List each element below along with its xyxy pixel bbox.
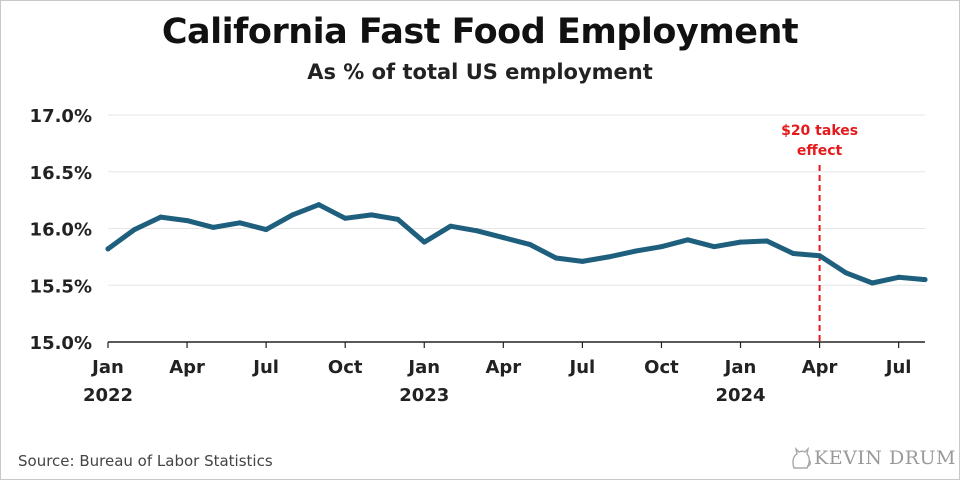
x-tick-label: Oct [328, 357, 363, 378]
series-group [105, 202, 928, 286]
y-tick-label: 15.0% [30, 333, 92, 354]
data-point [843, 270, 849, 276]
x-tick-label: Jan [90, 357, 124, 378]
x-tick-label: Jul [568, 357, 596, 378]
data-point [289, 212, 295, 218]
y-axis-ticks: 15.0% 15.5% 16.0% 16.5% 17.0% [30, 106, 92, 354]
x-tick-label: Jul [884, 357, 912, 378]
data-point [922, 277, 928, 283]
x-tick-label: Apr [802, 357, 838, 378]
x-tick-label: Apr [169, 357, 205, 378]
data-point [210, 224, 216, 230]
chart-subtitle: As % of total US employment [307, 60, 653, 84]
data-point [395, 216, 401, 222]
data-point [896, 274, 902, 280]
y-tick-label: 17.0% [30, 106, 92, 127]
grid-lines [108, 114, 925, 343]
data-point [474, 228, 480, 234]
data-point [817, 253, 823, 259]
x-tick-year: 2023 [399, 385, 449, 406]
y-tick-label: 15.5% [30, 276, 92, 297]
cat-icon [792, 446, 811, 469]
x-tick-label: Jul [251, 357, 279, 378]
data-point [448, 223, 454, 229]
data-point [237, 220, 243, 226]
data-point [421, 239, 427, 245]
data-point [685, 237, 691, 243]
data-point [527, 241, 533, 247]
data-point [606, 254, 612, 260]
line-chart: 15.0% 15.5% 16.0% 16.5% 17.0% Jan 2022 Apr Jul O… [30, 106, 928, 406]
data-point [553, 255, 559, 261]
series-line [105, 202, 928, 286]
source-note: Source: Bureau of Labor Statistics [18, 452, 273, 470]
data-point [131, 227, 137, 233]
annotation-group: $20 takes effect [781, 123, 858, 342]
data-point [184, 218, 190, 224]
chart-title: California Fast Food Employment [161, 12, 799, 52]
data-point [105, 246, 111, 252]
x-axis-ticks: Jan 2022 Apr Jul Oct Jan 2023 Apr Jul Oct Jan 2024 A… [83, 342, 912, 406]
data-point [738, 239, 744, 245]
data-point [579, 258, 585, 264]
data-point [158, 214, 164, 220]
data-point [711, 244, 717, 250]
x-tick-year: 2022 [83, 385, 133, 406]
data-point [790, 250, 796, 256]
x-tick-year: 2024 [715, 385, 765, 406]
data-point [658, 244, 664, 250]
brand-logo: KEVIN DRUM [790, 444, 956, 472]
x-tick-label: Jan [406, 357, 440, 378]
annotation-label-line1: $20 takes [781, 123, 858, 139]
x-tick-label: Jan [723, 357, 757, 378]
x-tick-label: Oct [644, 357, 679, 378]
data-point [316, 202, 322, 208]
brand-text: KEVIN DRUM [814, 447, 956, 469]
annotation-label-line2: effect [797, 143, 843, 159]
data-point [263, 227, 269, 233]
data-point [632, 248, 638, 254]
data-point [369, 212, 375, 218]
data-point [342, 215, 348, 221]
y-tick-label: 16.5% [30, 163, 92, 184]
data-point [764, 238, 770, 244]
data-point [869, 280, 875, 286]
data-point [500, 235, 506, 241]
y-tick-label: 16.0% [30, 220, 92, 241]
x-tick-label: Apr [485, 357, 521, 378]
